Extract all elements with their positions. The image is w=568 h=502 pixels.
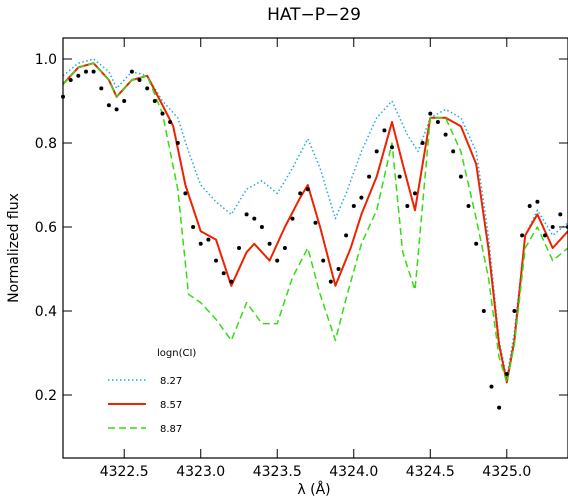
observed-point — [259, 225, 264, 229]
observed-point — [305, 187, 310, 192]
y-tick-label: 0.2 — [35, 388, 57, 404]
observed-point — [390, 145, 394, 150]
observed-point — [458, 174, 463, 179]
observed-point — [122, 99, 127, 103]
observed-point — [313, 220, 318, 225]
observed-point — [413, 191, 417, 196]
observed-point — [336, 267, 341, 271]
observed-point — [451, 149, 456, 154]
y-axis-label: Normalized flux — [6, 193, 22, 303]
x-tick-label: 4323.0 — [176, 464, 225, 480]
series-line-2 — [62, 62, 568, 384]
observed-point — [520, 233, 525, 238]
legend-label: 8.87 — [160, 424, 182, 435]
series-line-1 — [62, 62, 568, 384]
chart-title: HAT−P−29 — [267, 5, 361, 25]
observed-point — [68, 78, 73, 82]
observed-point — [298, 191, 303, 196]
legend-label: 8.27 — [160, 376, 182, 387]
observed-point — [474, 241, 479, 246]
observed-point — [489, 384, 494, 389]
series-layer — [62, 58, 568, 384]
observed-point — [237, 246, 241, 250]
observed-point — [175, 141, 180, 145]
observed-point — [244, 212, 249, 217]
observed-point — [382, 128, 387, 133]
observed-point — [275, 258, 280, 263]
legend-title: logn(CI) — [157, 348, 196, 359]
observed-points — [61, 69, 568, 410]
observed-point — [183, 191, 188, 196]
legend: logn(CI) 8.27 8.57 8.87 — [108, 348, 196, 435]
observed-point — [328, 279, 333, 284]
observed-point — [267, 241, 272, 246]
observed-point — [527, 204, 532, 208]
x-axis: 4322.5 4323.0 4323.5 4324.0 4324.5 4325.0 — [100, 38, 531, 480]
observed-point — [481, 309, 486, 313]
legend-label: 8.57 — [160, 400, 182, 411]
observed-point — [512, 309, 517, 313]
observed-point — [435, 120, 440, 124]
observed-point — [282, 246, 287, 250]
y-axis: 0.2 0.4 0.6 0.8 1.0 — [35, 52, 568, 404]
observed-point — [214, 258, 218, 263]
x-axis-label: λ (Å) — [297, 481, 330, 498]
observed-point — [91, 69, 96, 74]
observed-point — [106, 103, 111, 108]
plot-frame — [62, 37, 568, 459]
y-tick-label: 0.4 — [35, 304, 57, 320]
x-tick-label: 4322.5 — [100, 464, 149, 480]
observed-point — [229, 279, 234, 284]
observed-point — [137, 78, 142, 82]
observed-point — [198, 241, 203, 246]
observed-point — [129, 69, 134, 74]
observed-point — [550, 225, 555, 229]
observed-point — [252, 216, 257, 221]
observed-point — [168, 120, 173, 124]
observed-point — [374, 149, 379, 154]
observed-point — [397, 174, 402, 179]
observed-point — [428, 111, 433, 116]
y-tick-label: 1.0 — [35, 52, 57, 68]
observed-point — [351, 204, 356, 208]
observed-point — [191, 225, 196, 229]
x-tick-label: 4324.0 — [329, 464, 378, 480]
observed-point — [160, 111, 165, 116]
x-tick-label: 4323.5 — [253, 464, 302, 480]
observed-point — [359, 195, 364, 200]
observed-point — [466, 204, 471, 208]
observed-point — [206, 237, 211, 242]
observed-point — [290, 216, 295, 221]
observed-point — [84, 69, 88, 74]
x-tick-label: 4324.5 — [406, 464, 455, 480]
y-tick-label: 0.6 — [35, 220, 57, 236]
observed-point — [152, 99, 157, 103]
observed-point — [497, 405, 502, 410]
observed-point — [504, 372, 509, 376]
observed-point — [367, 174, 372, 179]
observed-point — [99, 86, 104, 91]
x-tick-label: 4325.0 — [482, 464, 531, 480]
observed-point — [420, 141, 425, 145]
observed-point — [221, 271, 226, 276]
observed-point — [145, 86, 150, 91]
observed-point — [543, 233, 547, 238]
observed-point — [443, 132, 448, 137]
observed-point — [76, 73, 81, 78]
observed-point — [114, 107, 119, 112]
observed-point — [405, 204, 410, 208]
observed-point — [535, 199, 540, 204]
observed-point — [558, 212, 563, 217]
series-line-0 — [62, 58, 568, 379]
observed-point — [321, 258, 326, 263]
observed-point — [344, 233, 349, 238]
y-tick-label: 0.8 — [35, 136, 57, 152]
